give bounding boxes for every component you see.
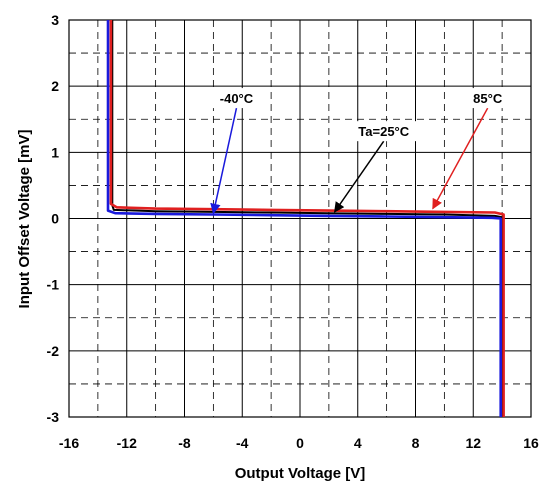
series-line-ta-25-c xyxy=(111,20,504,417)
x-tick-label: 0 xyxy=(296,435,304,451)
series-lines xyxy=(106,20,505,417)
plot-frame xyxy=(68,19,532,418)
annotation-box xyxy=(466,88,509,109)
x-tick-label: 12 xyxy=(465,435,481,451)
annotation-arrow xyxy=(210,107,238,215)
y-axis-title: Input Offset Voltage [mV] xyxy=(16,130,33,309)
y-tick-label: -3 xyxy=(47,409,60,425)
annotation-0: -40°C xyxy=(210,88,262,215)
axis-titles: Output Voltage [V] Input Offset Voltage … xyxy=(16,130,365,482)
x-tick-label: 8 xyxy=(412,435,420,451)
x-tick-label: -16 xyxy=(59,435,79,451)
y-tick-label: -2 xyxy=(47,343,60,359)
y-tick-label: 1 xyxy=(51,144,59,160)
annotations: -40°C Ta=25°C 85°C xyxy=(210,88,509,215)
annotation-label: -40°C xyxy=(220,91,254,106)
x-tick-label: -8 xyxy=(178,435,191,451)
annotation-box xyxy=(351,121,417,142)
annotation-label: Ta=25°C xyxy=(358,124,409,139)
plot-border xyxy=(68,19,532,418)
y-tick-label: 0 xyxy=(51,211,59,227)
x-tick-label: 16 xyxy=(523,435,539,451)
annotation-label: 85°C xyxy=(473,91,503,106)
annotation-2: 85°C xyxy=(432,88,509,210)
annotation-1: Ta=25°C xyxy=(334,121,417,213)
annotation-arrow xyxy=(432,107,489,210)
x-tick-label: -4 xyxy=(236,435,249,451)
x-tick-label: -12 xyxy=(117,435,137,451)
annotation-arrow xyxy=(334,140,385,213)
y-tick-label: 2 xyxy=(51,78,59,94)
series-line-85-c xyxy=(109,20,505,417)
annotation-box xyxy=(211,88,262,109)
x-axis-title: Output Voltage [V] xyxy=(235,465,366,482)
x-tick-label: 4 xyxy=(354,435,362,451)
series-line-40-c xyxy=(106,20,503,417)
y-tick-label: 3 xyxy=(51,12,59,28)
y-tick-label: -1 xyxy=(47,277,60,293)
